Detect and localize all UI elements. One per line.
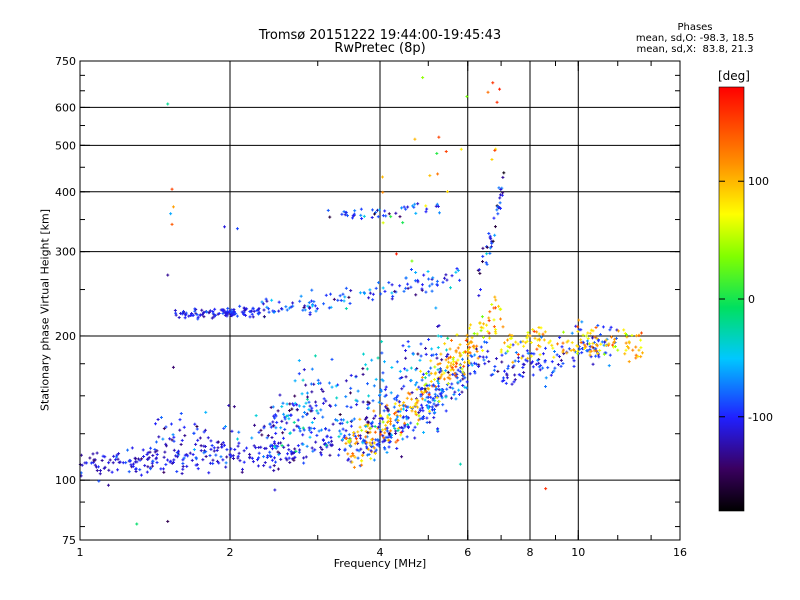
colorbar-tick-label: 0 [748,293,755,306]
x-tick-label: 4 [377,546,384,559]
y-tick-label: 100 [55,474,76,487]
stats-o-mode: mean, sd,O: -98.3, 18.5 [635,33,755,44]
axis-ticks: 1 2 4 6 8 10 16 75 100 200 300 400 500 600 750 [55,55,687,559]
grid-lines [80,61,680,540]
x-tick-label: 6 [464,546,471,559]
y-tick-label: 200 [55,330,76,343]
y-tick-label: 600 [55,101,76,114]
x-tick-label: 16 [673,546,687,559]
y-tick-label: 300 [55,246,76,259]
x-tick-label: 10 [571,546,585,559]
colorbar-tick-label: 100 [748,175,769,188]
y-tick-label: 500 [55,139,76,152]
y-axis-label: Stationary phase Virtual Height [km] [38,208,52,412]
chart-subtitle: RwPretec (8p) [334,41,426,56]
stats-x-mode: mean, sd,X: 83.8, 21.3 [636,44,754,55]
x-tick-label: 1 [77,546,84,559]
y-tick-label: 750 [55,55,76,68]
x-axis-label: Frequency [MHz] [333,557,427,570]
x-tick-label: 8 [527,546,534,559]
y-tick-label: 75 [62,534,76,547]
colorbar-ticks: 100 0 -100 [719,175,773,424]
colorbar-title: [deg] [718,69,750,83]
chart-title: Tromsø 20151222 19:44:00-19:45:43 [258,28,502,43]
data-points [78,76,644,526]
stats-header: Phases [677,22,713,33]
x-tick-label: 2 [227,546,234,559]
colorbar-tick-label: -100 [748,411,773,424]
y-tick-label: 400 [55,186,76,199]
